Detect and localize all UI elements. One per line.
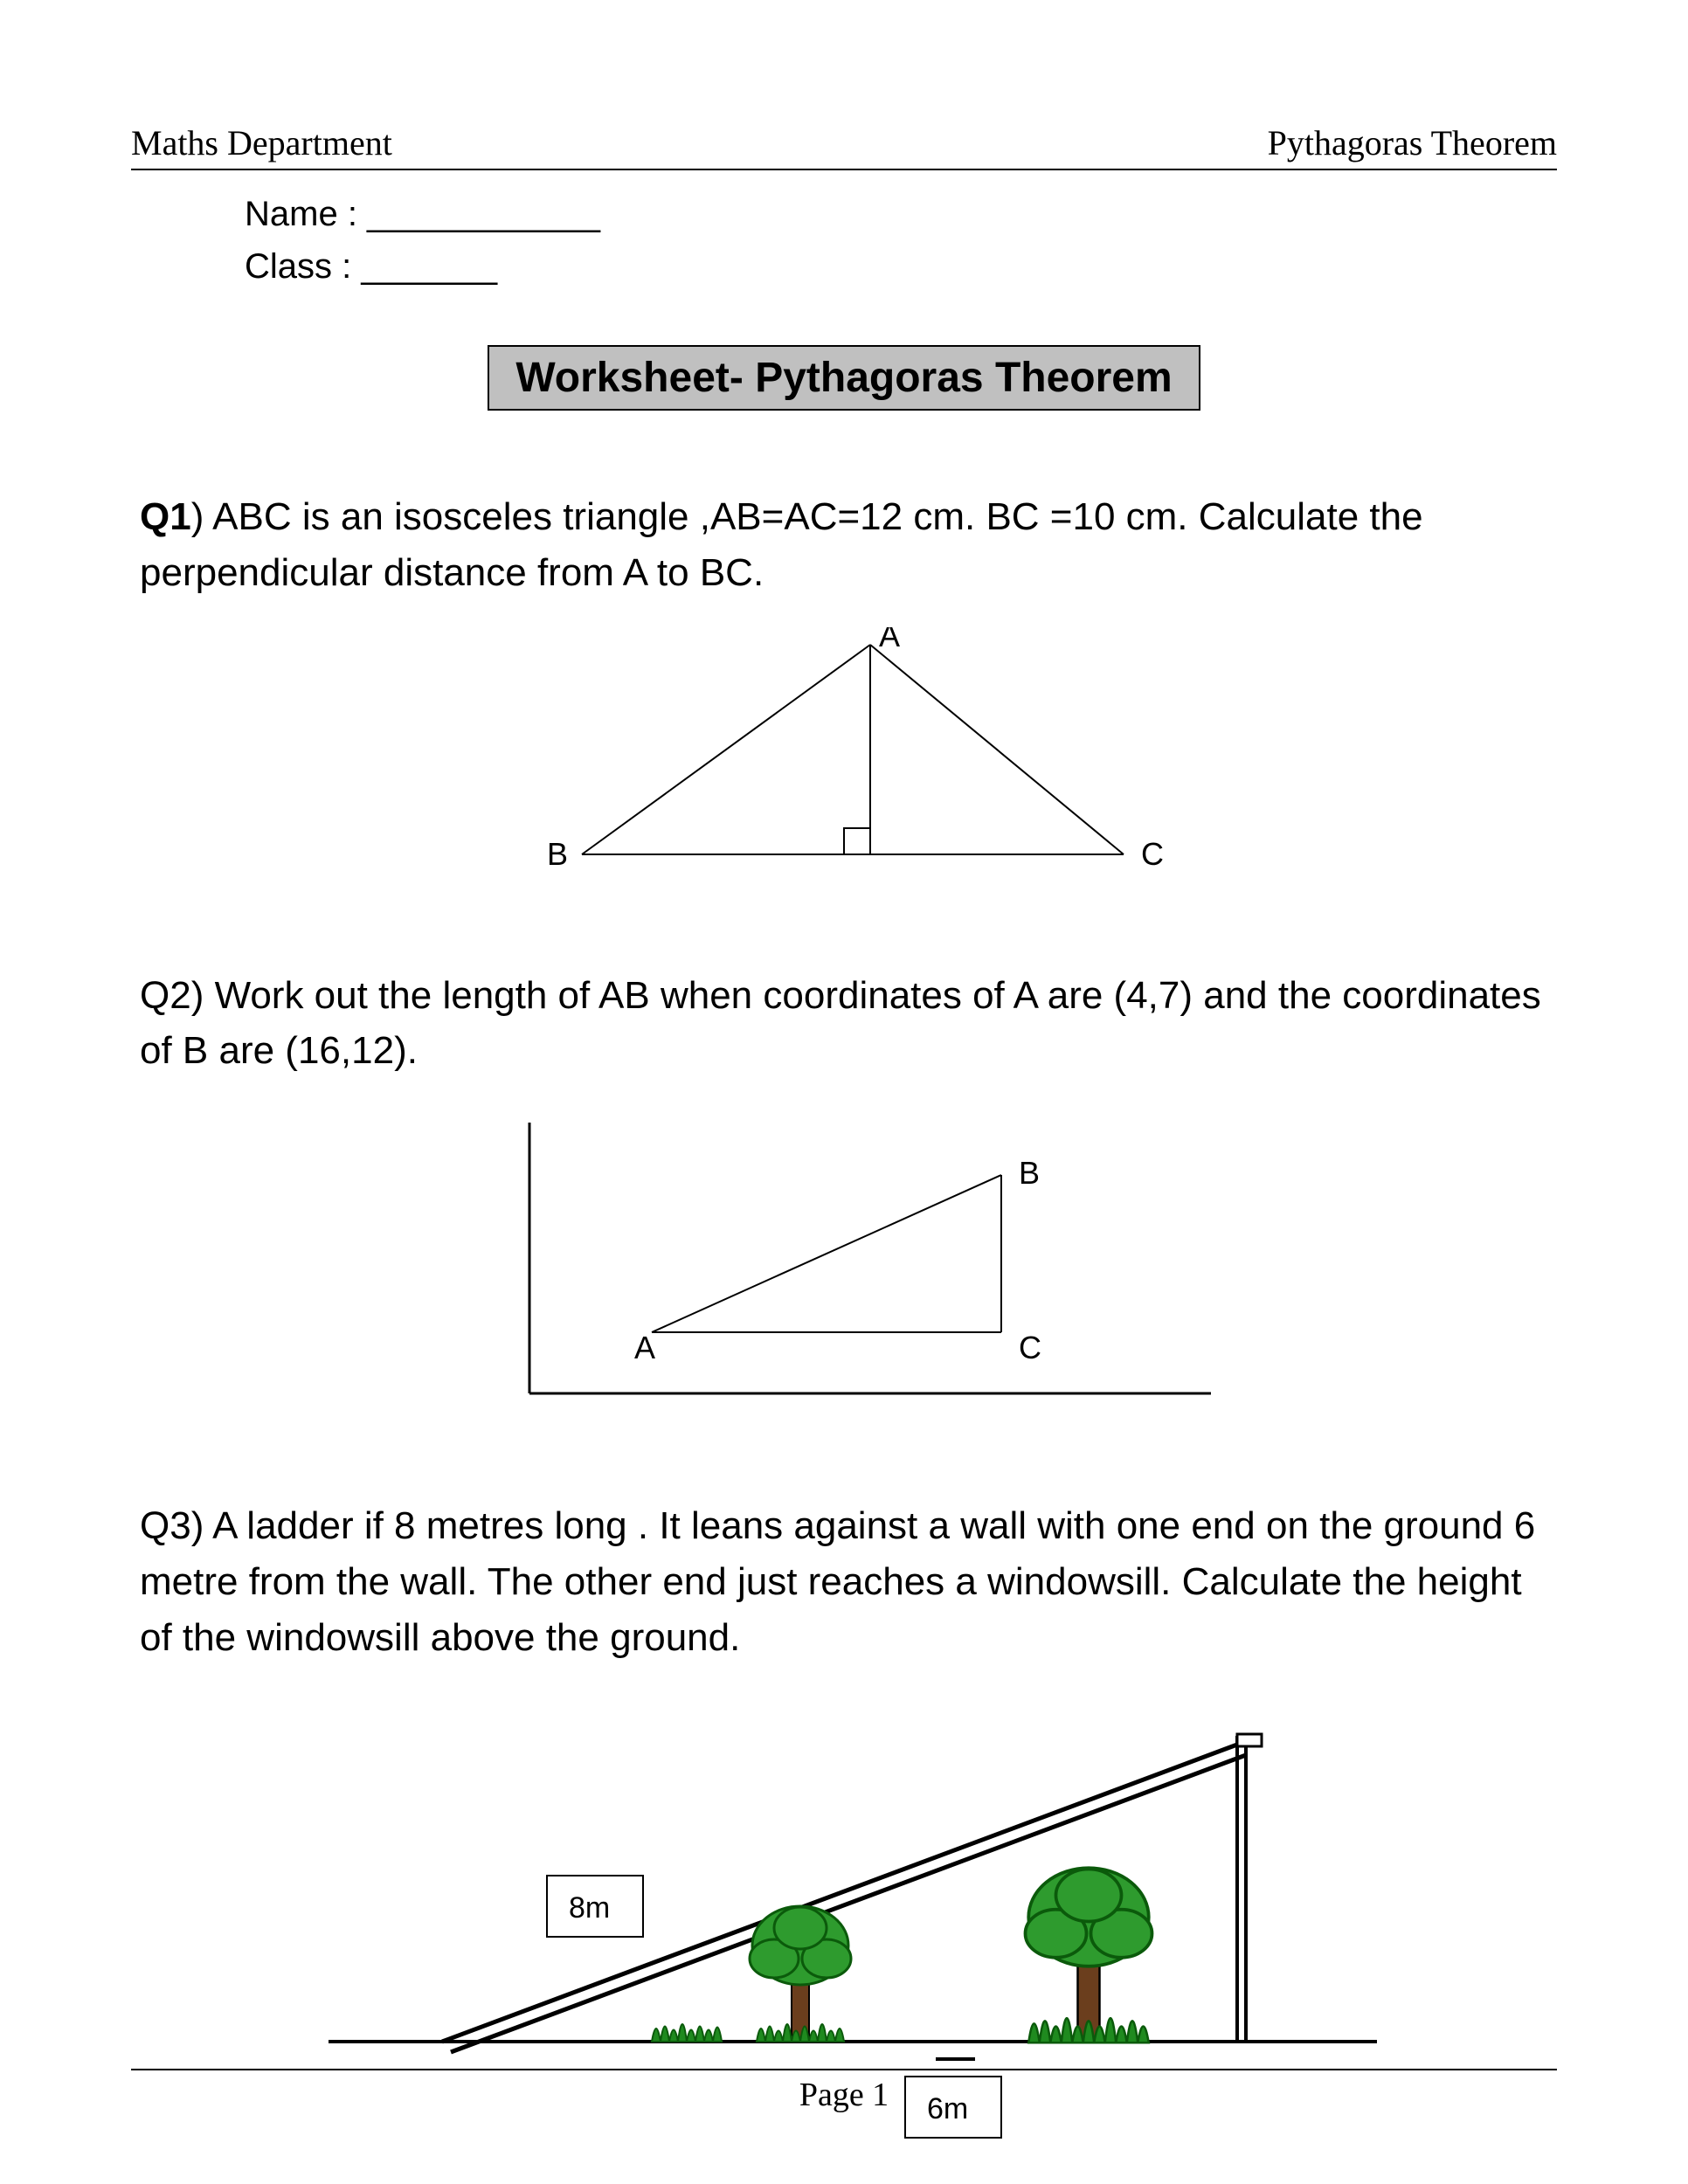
page-header: Maths Department Pythagoras Theorem [131,122,1557,170]
question-1: Q1) ABC is an isosceles triangle ,AB=AC=… [140,489,1548,601]
question-2: Q2) Work out the length of AB when coord… [140,968,1548,1080]
question-3: Q3) A ladder if 8 metres long . It leans… [140,1498,1548,1665]
q2-vertex-A: A [634,1330,655,1365]
q1-text: ) ABC is an isosceles triangle ,AB=AC=12… [140,495,1423,594]
q3-label: Q3) [140,1504,204,1547]
student-info: Name : ____________ Class : _______ [245,188,1557,293]
header-left: Maths Department [131,122,392,163]
q2-vertex-B: B [1019,1155,1040,1191]
worksheet-page: Maths Department Pythagoras Theorem Name… [0,0,1688,2184]
q2-diagram: A B C [451,1105,1237,1420]
tree-icon [750,1906,851,2042]
name-line: Name : ____________ [245,188,1557,240]
footer-rule [131,2069,1557,2070]
q3-text: A ladder if 8 metres long . It leans aga… [140,1504,1535,1659]
q2-vertex-C: C [1019,1330,1041,1365]
q1-diagram: A B C [451,627,1237,889]
worksheet-title: Worksheet- Pythagoras Theorem [488,345,1200,411]
header-right: Pythagoras Theorem [1268,122,1557,163]
grass-icon [652,2024,722,2042]
q2-text: Work out the length of AB when coordinat… [140,974,1541,1073]
class-line: Class : _______ [245,240,1557,293]
q2-label: Q2) [140,974,204,1017]
q1-vertex-C: C [1141,836,1164,872]
tree-icon [1026,1868,1152,2042]
q1-vertex-A: A [879,627,900,653]
q3-8m-label: 8m [569,1891,610,1925]
q1-vertex-B: B [547,836,568,872]
page-number: Page 1 [0,2076,1688,2114]
q1-label: Q1 [140,495,191,538]
